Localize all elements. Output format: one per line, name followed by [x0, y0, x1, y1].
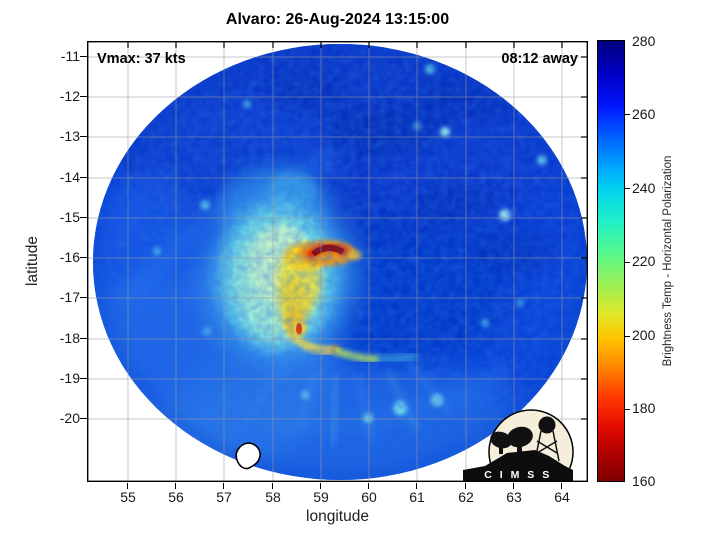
- x-tick-label: 64: [554, 489, 570, 505]
- x-tick-mark: [368, 483, 370, 489]
- y-tick-mark: [80, 257, 87, 259]
- plot-frame: [87, 41, 588, 482]
- colorbar-tick-label: 200: [632, 327, 656, 343]
- y-tick-label: -14: [59, 169, 80, 185]
- x-tick-label: 55: [120, 489, 136, 505]
- y-tick-mark: [80, 177, 87, 179]
- colorbar-tick-label: 260: [632, 106, 656, 122]
- x-tick-mark: [513, 483, 515, 489]
- vmax-annotation: Vmax: 37 kts: [97, 51, 186, 67]
- x-tick-label: 56: [168, 489, 184, 505]
- colorbar-tick-mark: [625, 409, 630, 411]
- grid-layer: [87, 41, 588, 482]
- colorbar-tick-label: 220: [632, 253, 656, 269]
- cimss-logo: C I M S S: [463, 409, 574, 482]
- y-tick-mark: [80, 338, 87, 340]
- logo-text: C I M S S: [484, 469, 551, 481]
- x-tick-mark: [127, 483, 129, 489]
- logo-banner: [463, 450, 573, 482]
- colorbar: [597, 40, 625, 482]
- x-tick-mark: [320, 483, 322, 489]
- colorbar-tick-mark: [625, 336, 630, 338]
- x-tick-label: 60: [361, 489, 377, 505]
- colorbar-tick-label: 160: [632, 473, 656, 489]
- y-tick-mark: [80, 378, 87, 380]
- y-tick-label: -20: [59, 410, 80, 426]
- y-tick-mark: [80, 418, 87, 420]
- water-tower-tank-icon: [538, 416, 556, 434]
- x-tick-label: 61: [409, 489, 425, 505]
- plot-title: Alvaro: 26-Aug-2024 13:15:00: [225, 11, 450, 28]
- y-tick-mark: [80, 217, 87, 219]
- x-tick-mark: [416, 483, 418, 489]
- y-tick-label: -19: [59, 370, 80, 386]
- island-coastline-contour: [235, 442, 261, 470]
- x-tick-label: 58: [265, 489, 281, 505]
- plot-content-layer: C I M S S: [87, 41, 588, 482]
- y-tick-label: -13: [59, 128, 80, 144]
- y-tick-label: -17: [59, 289, 80, 305]
- satellite-bt-image: C I M S S: [87, 41, 588, 482]
- y-tick-label: -15: [59, 209, 80, 225]
- colorbar-tick-mark: [625, 262, 630, 264]
- colorbar-tick-label: 180: [632, 400, 656, 416]
- colorbar-tick-label: 280: [632, 33, 656, 49]
- inside-ticks: [127, 42, 587, 420]
- y-tick-label: -18: [59, 330, 80, 346]
- colorbar-tick-label: 240: [632, 180, 656, 196]
- y-tick-label: -12: [59, 88, 80, 104]
- x-tick-label: 59: [313, 489, 329, 505]
- y-tick-mark: [80, 297, 87, 299]
- x-tick-mark: [561, 483, 563, 489]
- colorbar-axis-label: Brightness Temp - Horizontal Polarizatio…: [662, 155, 674, 367]
- x-tick-mark: [175, 483, 177, 489]
- x-tick-mark: [223, 483, 225, 489]
- y-tick-mark: [80, 96, 87, 98]
- colorbar-tick-mark: [625, 188, 630, 190]
- y-tick-label: -16: [59, 249, 80, 265]
- x-tick-mark: [465, 483, 467, 489]
- time-away-annotation: 08:12 away: [501, 51, 578, 67]
- x-axis-label: longitude: [306, 508, 369, 525]
- satellite-dishes-icon: [490, 426, 533, 455]
- x-tick-label: 57: [216, 489, 232, 505]
- x-tick-label: 62: [458, 489, 474, 505]
- y-tick-mark: [80, 56, 87, 58]
- x-tick-label: 63: [506, 489, 522, 505]
- x-tick-mark: [272, 483, 274, 489]
- y-tick-label: -11: [60, 48, 80, 64]
- y-tick-mark: [80, 136, 87, 138]
- colorbar-tick-mark: [625, 114, 630, 116]
